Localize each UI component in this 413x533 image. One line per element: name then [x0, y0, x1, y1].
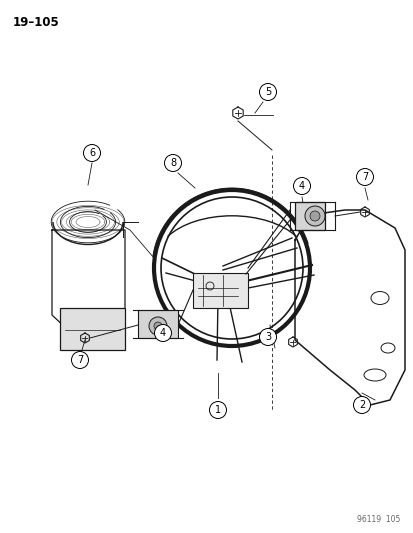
Circle shape	[356, 168, 373, 185]
Text: 8: 8	[169, 158, 176, 168]
Text: 4: 4	[159, 328, 166, 338]
Bar	[294, 202, 324, 230]
Circle shape	[154, 322, 161, 330]
Text: 7: 7	[77, 355, 83, 365]
Circle shape	[309, 211, 319, 221]
Circle shape	[149, 317, 166, 335]
Text: 5: 5	[264, 87, 271, 97]
Text: 6: 6	[89, 148, 95, 158]
Bar	[192, 273, 247, 308]
Bar	[60, 308, 125, 350]
Circle shape	[154, 325, 171, 342]
Circle shape	[304, 206, 324, 226]
Text: 4: 4	[298, 181, 304, 191]
Circle shape	[83, 144, 100, 161]
Text: 1: 1	[214, 405, 221, 415]
Text: 7: 7	[361, 172, 367, 182]
Text: 3: 3	[264, 332, 271, 342]
Circle shape	[164, 155, 181, 172]
Circle shape	[353, 397, 370, 414]
Text: 19–105: 19–105	[13, 16, 59, 29]
Bar	[138, 310, 178, 338]
Text: 96119  105: 96119 105	[356, 515, 399, 524]
Circle shape	[209, 401, 226, 418]
Circle shape	[71, 351, 88, 368]
Circle shape	[293, 177, 310, 195]
Text: 2: 2	[358, 400, 364, 410]
Circle shape	[259, 328, 276, 345]
Circle shape	[259, 84, 276, 101]
